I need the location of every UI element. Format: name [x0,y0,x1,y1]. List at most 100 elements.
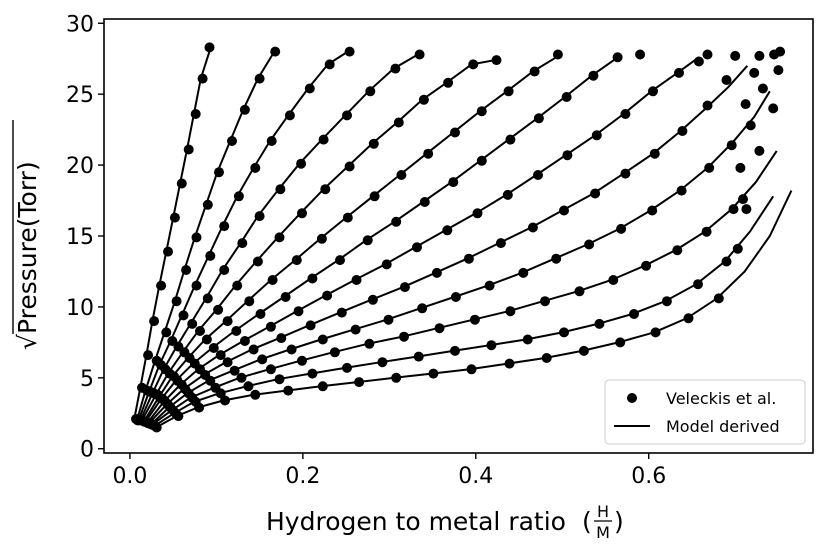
data-point-7-14 [503,190,513,200]
data-point-1-12 [270,47,280,57]
legend-marker-dot [627,393,637,403]
data-point-12-10 [467,364,477,374]
data-point-7-22 [703,50,713,60]
data-point-5-10 [343,213,353,223]
data-point-9-19 [704,163,714,173]
data-point-0-9 [191,109,201,119]
data-point-8-22 [730,51,740,61]
data-point-11-7 [342,363,352,373]
data-point-12-5 [283,386,293,396]
data-point-5-14 [450,128,460,138]
y-tick-label: 30 [66,12,94,37]
data-point-10-5 [266,364,276,374]
data-point-6-7 [281,292,291,302]
data-point-3-5 [203,293,213,303]
data-point-7-5 [240,336,250,346]
data-point-4-6 [232,281,242,291]
data-point-12-2 [194,403,204,413]
data-point-8-8 [337,308,347,318]
data-point-6-10 [363,235,373,245]
data-point-9-18 [677,186,687,196]
data-point-11-20 [754,146,764,156]
data-point-2-13 [325,59,335,69]
data-point-9-12 [485,281,495,291]
data-point-4-8 [275,232,285,242]
data-point-7-12 [442,225,452,235]
data-point-12-11 [505,359,515,369]
data-point-4-4 [195,326,205,336]
data-point-2-5 [192,281,202,291]
data-point-9-6 [287,345,297,355]
data-point-5-8 [292,255,302,265]
data-point-11-13 [559,327,569,337]
y-axis-label-text: Pressure(Torr) [13,161,42,334]
data-point-10-14 [575,286,585,296]
x-axis-label-text: Hydrogen to metal ratio [266,507,566,536]
y-tick-label: 20 [66,154,94,179]
data-point-12-4 [250,390,260,400]
data-point-10-21 [746,120,756,130]
data-point-5-9 [317,234,327,244]
legend-label-0: Veleckis et al. [666,389,776,408]
data-point-8-15 [559,206,569,216]
data-point-2-10 [267,136,277,146]
data-point-9-15 [584,240,594,250]
data-point-4-7 [253,257,263,267]
data-point-9-9 [384,315,394,325]
data-point-2-11 [285,110,295,120]
data-point-12-9 [428,369,438,379]
data-point-8-10 [400,282,410,292]
data-point-10-17 [672,245,682,255]
data-point-1-5 [181,265,191,275]
data-point-4-14 [419,95,429,105]
data-point-8-20 [703,101,713,111]
data-point-2-6 [205,251,215,261]
data-point-7-18 [620,109,630,119]
data-point-7-6 [266,322,276,332]
data-point-6-13 [448,177,458,187]
data-point-2-8 [234,191,244,201]
data-point-7-21 [694,57,704,67]
y-tick-label: 15 [66,225,94,250]
data-point-11-10 [450,346,460,356]
data-point-1-10 [240,105,250,115]
data-point-0-5 [163,247,173,257]
data-point-4-15 [443,78,453,88]
data-point-12-15 [651,327,661,337]
data-point-12-7 [354,377,364,387]
data-point-10-7 [330,347,340,357]
data-point-8-21 [722,75,732,85]
y-tick-label: 5 [80,367,94,392]
data-point-1-7 [203,200,213,210]
data-point-7-13 [473,208,483,218]
data-point-10-16 [641,261,651,271]
data-point-12-8 [391,373,401,383]
data-point-9-13 [518,268,528,278]
data-point-8-16 [590,189,600,199]
y-axis: 051015202530 [66,12,104,462]
data-point-6-11 [391,217,401,227]
data-point-6-17 [562,92,572,102]
data-point-12-14 [615,337,625,347]
data-point-7-16 [562,150,572,160]
data-point-11-23 [775,47,785,57]
data-point-4-17 [492,55,502,65]
data-point-8-6 [276,333,286,343]
data-point-4-9 [297,208,307,218]
data-point-6-14 [477,156,487,166]
data-point-11-6 [307,369,317,379]
data-point-11-21 [768,103,778,113]
data-point-11-17 [693,279,703,289]
data-point-3-6 [219,265,229,275]
data-point-10-15 [608,275,618,285]
data-point-0-10 [198,74,208,84]
x-axis-label-denominator: M [596,523,610,542]
data-point-2-4 [179,310,189,320]
data-point-2-7 [219,221,229,231]
data-point-1-8 [214,167,224,177]
data-point-3-10 [296,159,306,169]
x-axis: 0.0 0.2 0.4 0.6 [112,453,666,489]
data-point-9-16 [616,224,626,234]
data-point-12-12 [542,353,552,363]
